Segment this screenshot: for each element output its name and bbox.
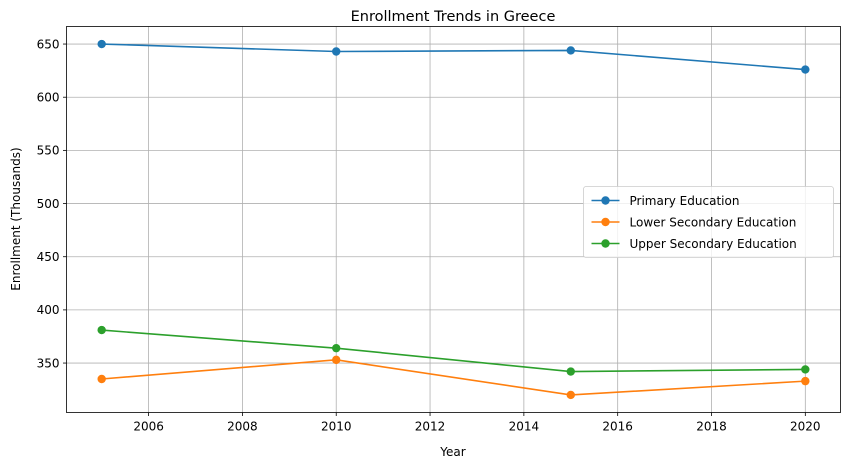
data-point [332,343,341,353]
legend-marker [601,217,610,227]
legend-marker [601,239,610,248]
x-tick-label: 2014 [509,420,540,434]
series-1 [97,39,810,74]
y-tick-label: 450 [37,250,60,264]
data-point [332,355,341,365]
series-line [101,43,806,71]
data-point [566,367,575,376]
legend-label: Lower Secondary Education [630,215,797,229]
y-tick-label: 550 [37,144,60,158]
x-tick-label: 2006 [133,420,164,434]
data-point [97,374,106,384]
data-point [332,47,341,56]
series-line [101,359,806,396]
series-2 [97,355,810,400]
y-tick-label: 400 [37,303,60,317]
legend-marker [601,196,610,205]
legend-label: Upper Secondary Education [630,237,797,251]
plot-frame [66,26,841,413]
data-point [97,39,106,49]
data-point [801,376,810,386]
chart-title: Enrollment Trends in Greece [351,9,556,25]
legend-label: Primary Education [630,194,740,208]
x-tick-label: 2008 [227,420,258,434]
legend-item: Primary Education [591,194,740,208]
data-point [566,46,575,55]
legend-box [583,186,834,258]
series-3 [97,325,810,376]
ticks: 2006 2008 2010 2012 2014 2016 2018 2020 350 400 45… [37,37,821,433]
legend-item: Upper Secondary Education [591,237,797,251]
legend: Primary Education Lower Secondary Educati… [583,186,834,258]
x-tick-label: 2012 [415,420,446,434]
y-tick-label: 600 [37,91,60,105]
y-tick-label: 500 [37,197,60,211]
x-axis-label: Year [439,445,465,459]
data-point [97,325,106,335]
x-tick-label: 2010 [321,420,352,434]
y-axis-label: Enrollment (Thousands) [9,147,23,290]
x-tick-label: 2016 [602,420,633,434]
data-point [566,390,575,400]
y-tick-label: 650 [37,37,60,51]
x-tick-label: 2018 [696,420,727,434]
series-layer [97,39,810,400]
data-point [801,65,810,74]
y-tick-label: 350 [37,356,60,370]
series-line [101,329,806,373]
x-tick-label: 2020 [790,420,821,434]
legend-item: Lower Secondary Education [591,215,797,229]
data-point [801,365,810,374]
